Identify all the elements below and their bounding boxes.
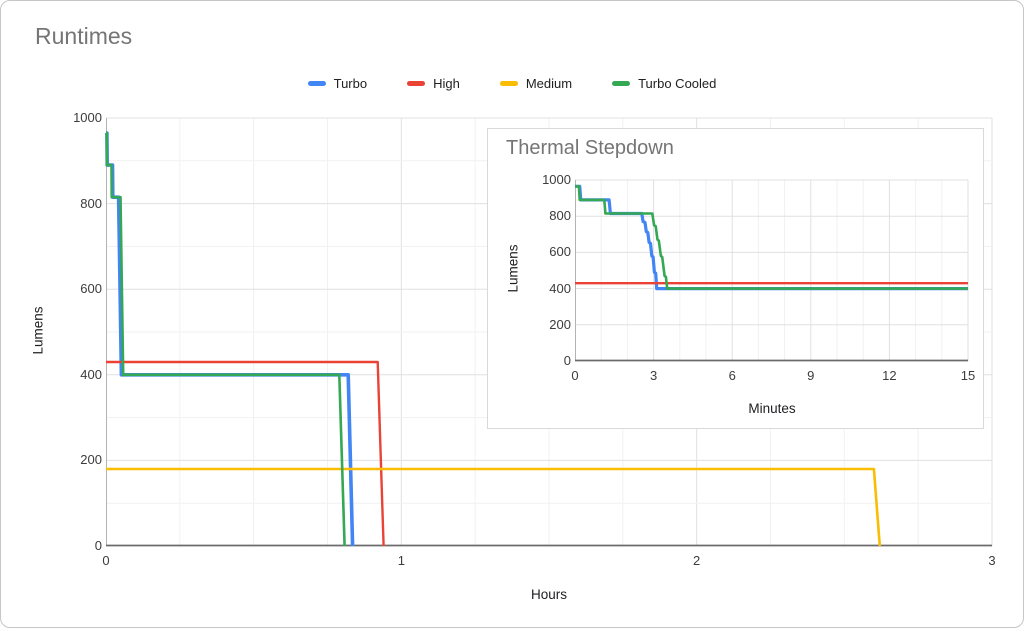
legend-item-high: High (407, 76, 460, 91)
main-x-axis-title: Hours (530, 587, 567, 602)
legend: Turbo High Medium Turbo Cooled (1, 76, 1023, 91)
inset-plot-area (575, 179, 969, 362)
y-tick-label: 0 (94, 538, 102, 553)
high-series-swatch-icon (407, 81, 426, 86)
legend-item-turbo-cooled: Turbo Cooled (612, 76, 716, 91)
x-tick-label: 9 (807, 368, 815, 383)
legend-label: High (433, 76, 460, 91)
legend-label: Turbo (333, 76, 368, 91)
x-tick-label: 12 (882, 368, 897, 383)
y-tick-label: 400 (80, 366, 102, 382)
legend-label: Turbo Cooled (638, 76, 717, 91)
inset-x-axis-title: Minutes (748, 401, 796, 416)
y-tick-label: 400 (549, 280, 571, 296)
chart-title: Runtimes (35, 23, 133, 49)
x-tick-label: 0 (571, 368, 579, 383)
turbo-series-swatch-icon (307, 81, 326, 86)
y-tick-label: 600 (80, 281, 102, 297)
y-tick-label: 200 (549, 316, 571, 332)
y-tick-label: 800 (80, 195, 102, 211)
x-tick-label: 15 (960, 368, 976, 383)
main-y-axis-title: Lumens (30, 306, 46, 355)
inset-chart-thermal-stepdown: Thermal Stepdown Lumens Minutes 0 200 400 6… (487, 128, 984, 429)
y-tick-label: 600 (549, 244, 571, 260)
legend-item-medium: Medium (499, 76, 573, 91)
y-tick-label: 800 (549, 208, 571, 224)
y-tick-label: 1000 (73, 110, 102, 125)
x-tick-label: 3 (988, 553, 996, 568)
x-tick-label: 2 (693, 553, 701, 568)
x-tick-label: 3 (649, 368, 658, 383)
turbo-cooled-series-swatch-icon (612, 81, 631, 86)
legend-item-turbo: Turbo (307, 76, 368, 91)
inset-y-axis-title: Lumens (505, 244, 521, 293)
y-tick-label: 200 (80, 452, 102, 468)
y-tick-label: 0 (563, 353, 571, 368)
legend-label: Medium (525, 76, 573, 91)
x-tick-label: 1 (397, 553, 405, 568)
x-tick-label: 0 (102, 553, 110, 568)
y-tick-label: 1000 (542, 172, 571, 187)
inset-chart-title: Thermal Stepdown (506, 137, 674, 159)
x-tick-label: 6 (728, 368, 736, 383)
medium-series-swatch-icon (499, 81, 518, 86)
